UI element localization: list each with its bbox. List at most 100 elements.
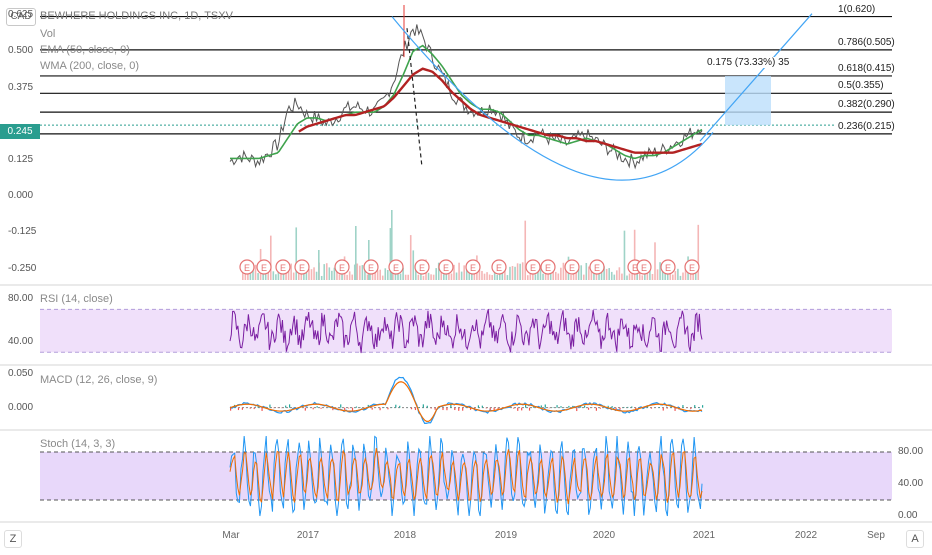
macd-histogram-bar (576, 408, 577, 411)
x-tick-label: 2020 (593, 530, 615, 541)
price-y-tick: -0.250 (8, 263, 36, 274)
macd-histogram-bar (435, 408, 436, 410)
volume-bar (613, 275, 615, 280)
volume-bar (675, 271, 677, 280)
macd-histogram-bar (600, 408, 601, 409)
macd-histogram-bar (690, 408, 691, 409)
macd-histogram-bar (250, 408, 251, 409)
volume-bar (491, 275, 493, 280)
volume-bar (682, 273, 684, 280)
volume-bar (443, 274, 445, 280)
x-tick-label: 2021 (693, 530, 715, 541)
volume-bar (659, 262, 661, 280)
x-tick-label: Mar (222, 530, 239, 541)
volume-bar (351, 275, 353, 280)
rsi-title[interactable]: RSI (14, close) (40, 293, 113, 305)
volume-bar (496, 275, 498, 280)
macd-histogram-bar (682, 405, 683, 408)
macd-histogram-bar (242, 408, 243, 410)
volume-bar (273, 271, 275, 280)
indicator-vol[interactable]: Vol (40, 28, 55, 40)
auto-scale-button[interactable]: A (906, 530, 924, 548)
price-y-tick: 0.125 (8, 154, 33, 165)
volume-bar (311, 269, 313, 280)
volume-bar (570, 275, 572, 280)
zoom-button[interactable]: Z (4, 530, 22, 548)
volume-bar (608, 268, 610, 280)
macd-histogram-bar (344, 408, 345, 410)
macd-histogram-bar (289, 404, 290, 407)
volume-bar (489, 275, 491, 280)
earnings-marker-label: E (545, 263, 551, 273)
volume-bar (652, 274, 654, 280)
earnings-marker-label: E (393, 263, 399, 273)
macd-histogram-bar (549, 408, 550, 409)
macd-histogram-bar (560, 406, 561, 408)
volume-bar (400, 274, 402, 280)
macd-histogram-bar (529, 408, 530, 411)
macd-signal-line (230, 382, 702, 422)
indicator-wma[interactable]: WMA (200, close, 0) (40, 60, 139, 72)
macd-histogram-bar (663, 408, 664, 411)
volume-bar (563, 263, 565, 280)
earnings-marker-label: E (368, 263, 374, 273)
stoch-title[interactable]: Stoch (14, 3, 3) (40, 438, 115, 450)
macd-histogram-bar (694, 405, 695, 408)
volume-bar (583, 275, 585, 280)
volume-bar (275, 274, 277, 280)
volume-bar (535, 274, 537, 280)
macd-title[interactable]: MACD (12, 26, close, 9) (40, 374, 157, 386)
volume-bar (641, 275, 643, 280)
x-tick-label: 2018 (394, 530, 416, 541)
macd-histogram-bar (285, 406, 286, 408)
macd-histogram-bar (517, 408, 518, 411)
indicator-ema[interactable]: EMA (50, close, 0) (40, 44, 130, 56)
price-y-tick: 0.500 (8, 45, 33, 56)
macd-histogram-bar (431, 408, 432, 409)
volume-bar (405, 275, 407, 280)
earnings-marker-label: E (299, 263, 305, 273)
earnings-marker-label: E (665, 263, 671, 273)
volume-bar (357, 264, 359, 280)
volume-bar (433, 275, 435, 280)
volume-bar (507, 275, 509, 280)
volume-bar (484, 274, 486, 280)
price-y-tick: 0.625 (8, 9, 33, 20)
price-y-tick: 0.375 (8, 82, 33, 93)
volume-bar (339, 274, 341, 280)
macd-histogram-bar (612, 406, 613, 408)
volume-bar (321, 276, 323, 280)
stoch-y-tick: 80.00 (898, 446, 923, 457)
rsi-y-tick: 80.00 (8, 293, 33, 304)
earnings-marker-label: E (641, 263, 647, 273)
earnings-marker-label: E (443, 263, 449, 273)
price-y-tick: -0.125 (8, 226, 36, 237)
macd-histogram-bar (269, 405, 270, 408)
macd-histogram-bar (702, 405, 703, 407)
volume-bar (257, 273, 259, 280)
macd-histogram-bar (486, 408, 487, 409)
earnings-marker-label: E (569, 263, 575, 273)
macd-histogram-bar (478, 405, 479, 407)
macd-histogram-bar (372, 408, 373, 410)
macd-histogram-bar (631, 406, 632, 407)
fib-level-label: 0.236(0.215) (836, 121, 897, 132)
volume-bar (512, 266, 514, 280)
macd-histogram-bar (427, 406, 428, 408)
volume-bar (598, 274, 600, 280)
volume-bar (313, 267, 315, 280)
x-tick-label: 2019 (495, 530, 517, 541)
macd-histogram-bar (320, 408, 321, 409)
volume-bar (654, 242, 656, 280)
volume-bar (514, 267, 516, 280)
last-price-badge: 0.245 (0, 124, 40, 139)
volume-bar (616, 270, 618, 280)
macd-histogram-bar (442, 408, 443, 410)
x-tick-label: 2022 (795, 530, 817, 541)
chart-title: BEWHERE HOLDINGS INC, 1D, TSXV (40, 10, 233, 22)
earnings-marker-label: E (280, 263, 286, 273)
macd-histogram-bar (619, 408, 620, 410)
macd-histogram-bar (623, 407, 624, 408)
volume-bar (606, 269, 608, 280)
